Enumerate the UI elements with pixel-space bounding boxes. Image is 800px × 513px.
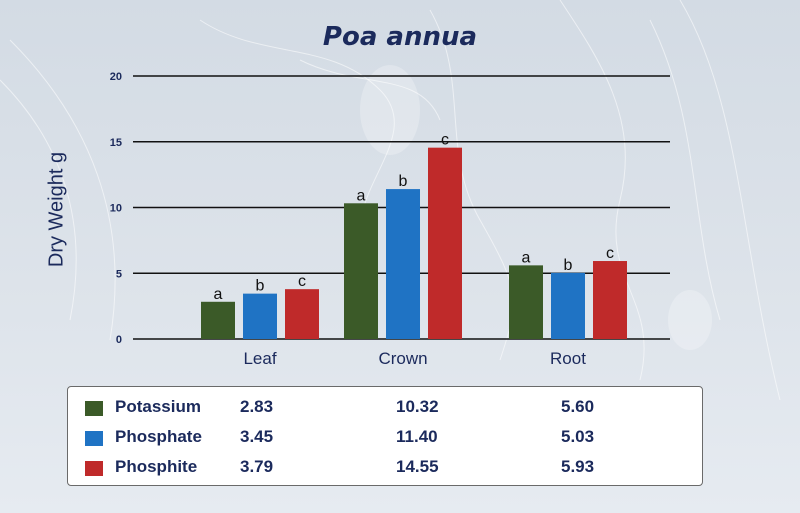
significance-letter: c <box>441 132 449 149</box>
legend-row: Potassium 2.83 10.32 5.60 <box>68 395 702 421</box>
legend-row: Phosphite 3.79 14.55 5.93 <box>68 455 702 481</box>
legend-value: 2.83 <box>240 397 274 416</box>
legend-series-name: Phosphite <box>115 457 198 476</box>
x-category-label: Leaf <box>243 349 276 368</box>
chart-title: Poa annua <box>322 22 478 52</box>
legend-swatch <box>85 461 103 476</box>
significance-letter: a <box>357 187 366 204</box>
legend-series-name: Phosphate <box>115 427 202 446</box>
y-tick-label: 15 <box>110 137 122 149</box>
bar-phosphate-leaf <box>243 293 277 339</box>
legend-table: Potassium 2.83 10.32 5.60 Phosphate 3.45 11.40… <box>67 386 703 486</box>
bar-potassium-crown <box>344 203 378 339</box>
legend-value: 3.45 <box>240 427 274 446</box>
significance-letter: c <box>298 273 306 290</box>
bar-phosphate-root <box>551 272 585 339</box>
legend-value: 5.03 <box>561 427 595 446</box>
significance-letter: b <box>564 257 573 274</box>
significance-letter: b <box>256 278 265 295</box>
bar-phosphite-root <box>593 261 627 339</box>
y-tick-label: 10 <box>110 203 122 215</box>
y-tick-label: 5 <box>116 268 122 280</box>
significance-letter: c <box>606 245 614 262</box>
legend-value: 10.32 <box>396 397 439 416</box>
significance-letter: b <box>399 173 408 190</box>
x-category-label: Root <box>550 349 586 368</box>
legend-swatch <box>85 431 103 446</box>
legend-row: Phosphate 3.45 11.40 5.03 <box>68 425 702 451</box>
bar-phosphate-crown <box>386 189 420 339</box>
significance-letter: a <box>522 249 531 266</box>
y-tick-label: 0 <box>116 334 122 346</box>
legend-value: 11.40 <box>396 427 438 446</box>
y-tick-label: 20 <box>110 71 122 83</box>
legend-value: 14.55 <box>396 457 439 476</box>
legend-value: 5.93 <box>561 457 595 476</box>
legend-series-name: Potassium <box>115 397 201 416</box>
bar-potassium-leaf <box>201 301 235 339</box>
x-category-label: Crown <box>378 349 427 368</box>
legend-swatch <box>85 401 103 416</box>
bar-phosphite-crown <box>428 147 462 339</box>
legend-value: 3.79 <box>240 457 274 476</box>
significance-letter: a <box>214 286 223 303</box>
bar-phosphite-leaf <box>285 289 319 339</box>
bar-potassium-root <box>509 265 543 339</box>
legend-value: 5.60 <box>561 397 595 416</box>
